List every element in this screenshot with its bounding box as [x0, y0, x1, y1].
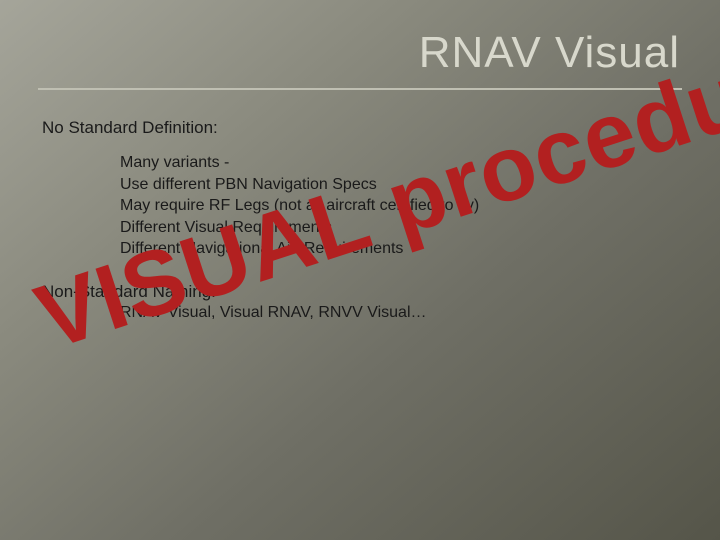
bullet-item: Different Visual Requirements — [120, 217, 479, 239]
section1-bullets: Many variants - Use different PBN Naviga… — [120, 152, 479, 260]
bullet-item: Use different PBN Navigation Specs — [120, 174, 479, 196]
title-underline — [38, 88, 682, 90]
bullet-item: Different Navigational Aid Requirements — [120, 238, 479, 260]
slide: RNAV Visual No Standard Definition: Many… — [0, 0, 720, 540]
bullet-item: May require RF Legs (not all aircraft ce… — [120, 195, 479, 217]
section1-heading: No Standard Definition: — [42, 118, 218, 138]
bullet-item: Many variants - — [120, 152, 479, 174]
title-bar: RNAV Visual — [0, 28, 720, 78]
section2-heading: Non-Standard Naming: — [42, 282, 216, 302]
slide-title: RNAV Visual — [419, 28, 680, 77]
section2-subline: RNAV Visual, Visual RNAV, RNVV Visual… — [120, 304, 427, 322]
